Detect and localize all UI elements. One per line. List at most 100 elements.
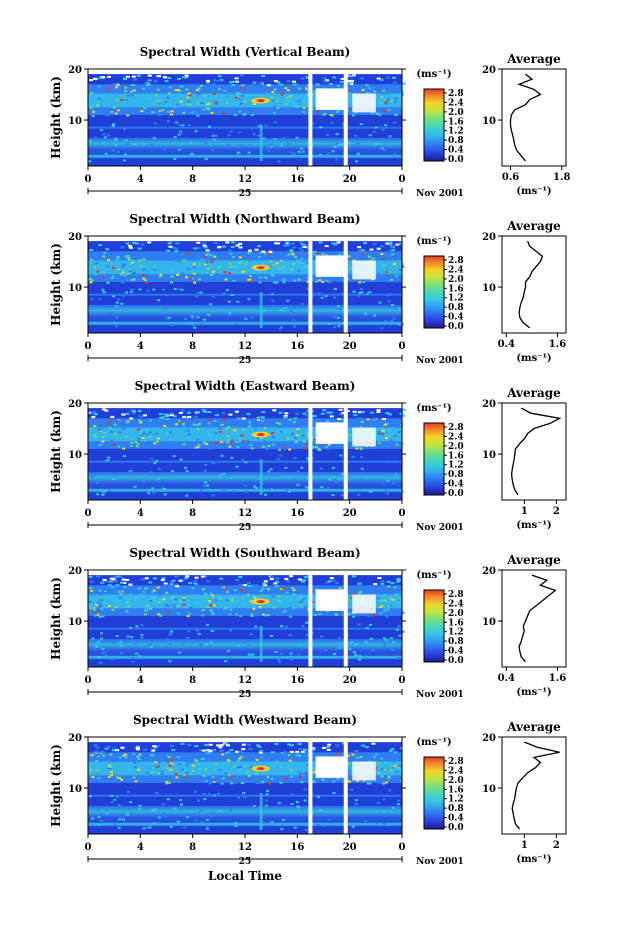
cell bbox=[189, 88, 193, 91]
cell bbox=[252, 133, 256, 136]
cell bbox=[107, 75, 111, 78]
cell bbox=[288, 754, 291, 757]
cell bbox=[369, 248, 374, 251]
cell bbox=[173, 779, 177, 782]
cell bbox=[312, 415, 317, 417]
cell bbox=[99, 605, 103, 608]
cell bbox=[324, 245, 329, 248]
cell bbox=[121, 271, 125, 274]
cell bbox=[293, 83, 297, 86]
cell bbox=[300, 77, 305, 80]
cell bbox=[201, 609, 205, 611]
cell bbox=[88, 277, 92, 280]
cell bbox=[96, 755, 100, 758]
cell bbox=[291, 587, 294, 589]
cell bbox=[366, 418, 370, 421]
cell bbox=[287, 767, 291, 770]
cell bbox=[200, 820, 204, 823]
cell bbox=[164, 413, 169, 416]
cell bbox=[314, 252, 317, 254]
missing-top bbox=[88, 69, 402, 75]
cell bbox=[284, 102, 288, 105]
cell bbox=[350, 267, 353, 270]
cell bbox=[166, 432, 170, 435]
cell bbox=[251, 602, 255, 605]
colorbar-tick-label: 1.6 bbox=[448, 117, 464, 127]
cell bbox=[88, 575, 93, 578]
cell bbox=[286, 488, 290, 491]
cell bbox=[312, 259, 316, 261]
cell bbox=[269, 145, 273, 148]
cell bbox=[261, 75, 266, 77]
cell bbox=[273, 121, 277, 124]
cell bbox=[382, 98, 386, 101]
cell bbox=[167, 753, 171, 756]
cell bbox=[107, 421, 111, 424]
cell bbox=[252, 81, 257, 84]
cell bbox=[89, 281, 93, 284]
cell bbox=[256, 437, 260, 439]
cell bbox=[230, 246, 235, 248]
cell bbox=[335, 648, 339, 650]
cell bbox=[252, 595, 256, 598]
cell bbox=[305, 828, 308, 831]
cell bbox=[110, 439, 114, 442]
cell bbox=[214, 599, 218, 602]
heatmap bbox=[88, 69, 406, 166]
cell bbox=[247, 743, 252, 746]
cell bbox=[274, 743, 279, 746]
cell bbox=[285, 241, 290, 244]
cell bbox=[103, 460, 107, 463]
cell bbox=[257, 245, 262, 248]
cell bbox=[276, 81, 281, 84]
cell bbox=[126, 600, 130, 603]
cell bbox=[152, 589, 156, 592]
cell bbox=[97, 816, 101, 818]
cell bbox=[93, 744, 98, 747]
cell bbox=[228, 312, 232, 315]
cell bbox=[283, 416, 288, 419]
cell bbox=[320, 486, 324, 489]
cell bbox=[168, 764, 172, 767]
colorbar-tick-label: 1.2 bbox=[448, 294, 464, 304]
cell bbox=[237, 151, 241, 154]
cell bbox=[389, 439, 393, 442]
cell bbox=[204, 263, 207, 266]
cell bbox=[264, 799, 268, 802]
cell bbox=[270, 488, 274, 491]
cell bbox=[193, 326, 197, 329]
cell bbox=[325, 280, 329, 283]
colorbar-tick-label: 1.6 bbox=[448, 451, 464, 461]
cell bbox=[174, 121, 178, 124]
cell bbox=[176, 612, 180, 615]
cell bbox=[321, 114, 325, 117]
cell bbox=[161, 806, 165, 809]
cell bbox=[110, 438, 114, 441]
cell bbox=[208, 102, 211, 105]
cell bbox=[366, 92, 370, 95]
cell bbox=[248, 584, 253, 587]
cell bbox=[268, 782, 272, 785]
cell bbox=[101, 76, 106, 79]
cell bbox=[259, 750, 263, 753]
cell bbox=[247, 312, 250, 315]
cell bbox=[194, 745, 199, 748]
cell bbox=[152, 102, 156, 105]
cell bbox=[382, 822, 386, 825]
cell bbox=[153, 442, 157, 445]
cell bbox=[248, 249, 252, 252]
cell bbox=[195, 628, 199, 631]
cell bbox=[339, 413, 344, 416]
cell bbox=[297, 150, 301, 153]
cell bbox=[396, 580, 400, 583]
cell bbox=[391, 432, 395, 435]
cell bbox=[361, 410, 365, 413]
cell bbox=[219, 474, 223, 477]
cell bbox=[226, 441, 230, 444]
profile-line bbox=[509, 73, 542, 162]
cell bbox=[241, 417, 246, 420]
cell bbox=[157, 299, 161, 302]
cell bbox=[268, 488, 272, 491]
cell bbox=[124, 255, 128, 258]
cell bbox=[185, 88, 189, 91]
